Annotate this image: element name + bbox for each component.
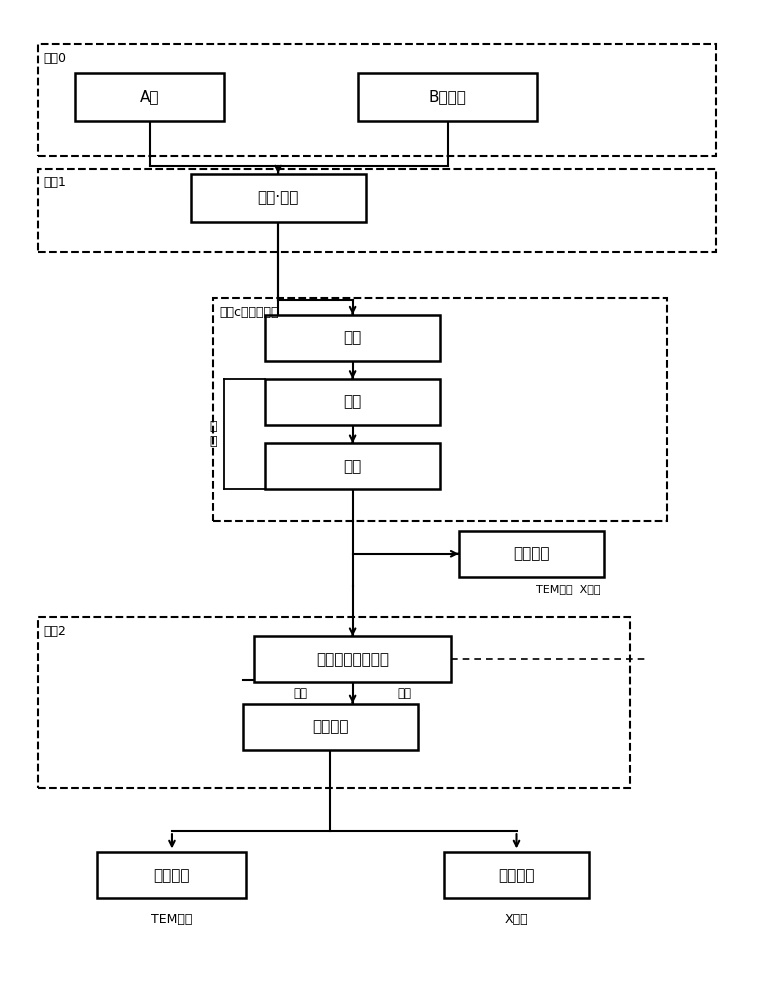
Text: 混合·析出: 混合·析出: [258, 190, 299, 205]
Text: B液制备: B液制备: [428, 89, 466, 104]
FancyBboxPatch shape: [75, 73, 224, 121]
FancyBboxPatch shape: [191, 174, 365, 222]
FancyBboxPatch shape: [459, 531, 604, 577]
Text: TEM観察: TEM観察: [151, 913, 192, 926]
Text: 真空干燥: 真空干燥: [513, 546, 549, 561]
FancyBboxPatch shape: [265, 379, 440, 425]
Text: TEM観察  X射線: TEM観察 X射線: [535, 584, 601, 594]
Text: 过滤: 过滤: [344, 330, 362, 345]
FancyBboxPatch shape: [243, 704, 417, 750]
FancyBboxPatch shape: [254, 636, 452, 682]
FancyBboxPatch shape: [359, 73, 537, 121]
Text: 投入: 投入: [398, 687, 412, 700]
Text: A液: A液: [140, 89, 159, 104]
FancyBboxPatch shape: [265, 443, 440, 489]
Text: 粒子性状控制溶液: 粒子性状控制溶液: [316, 652, 389, 667]
Text: 投入: 投入: [293, 687, 307, 700]
Text: 工序c（可省略）: 工序c（可省略）: [219, 306, 279, 319]
Text: 工序0: 工序0: [43, 52, 67, 65]
FancyBboxPatch shape: [265, 315, 440, 361]
Text: 重
复: 重 复: [210, 420, 217, 448]
Text: 清洗: 清洗: [344, 395, 362, 410]
Text: 工序1: 工序1: [43, 176, 67, 189]
Text: 过滤: 过滤: [344, 459, 362, 474]
Text: 搅拌处理: 搅拌处理: [312, 719, 348, 734]
FancyBboxPatch shape: [444, 852, 589, 898]
FancyBboxPatch shape: [98, 852, 247, 898]
Text: 工序2: 工序2: [43, 625, 67, 638]
Text: 真空干燥: 真空干燥: [498, 868, 535, 883]
Text: 室温干燥: 室温干燥: [154, 868, 190, 883]
Text: X射線: X射線: [504, 913, 528, 926]
